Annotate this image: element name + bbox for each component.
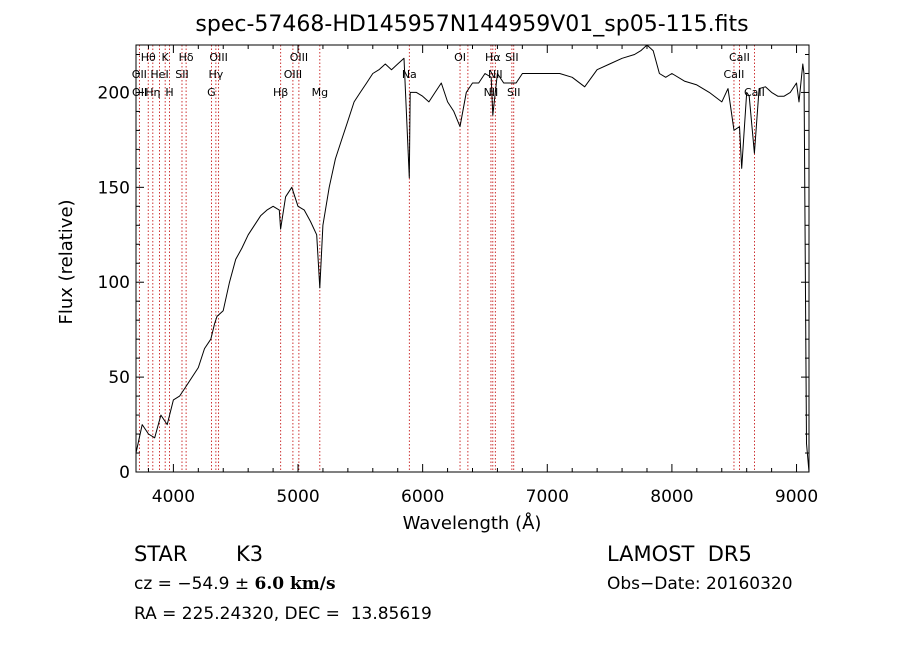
y-tick-label: 150 [98,178,130,198]
y-tick-label: 200 [98,83,130,103]
redshift-velocity: cz = −54.9 ± 6.0 km/s [134,574,336,594]
line-label: Hδ [179,51,194,64]
line-label: OII [132,68,147,81]
spectrum-line [135,44,810,473]
line-label: CaII [724,68,745,81]
x-tick-label: 6000 [401,487,444,507]
line-label: SII [175,68,188,81]
y-tick-label: 0 [119,463,130,483]
chart-title: spec-57468-HD145957N144959V01_sp05-115.f… [195,12,748,37]
y-axis-label: Flux (relative) [56,199,77,324]
cz-value: cz = −54.9 ± [134,574,255,594]
plot-frame [135,44,810,473]
x-tick-label: 9000 [775,487,818,507]
y-tick-label: 100 [98,273,130,293]
x-tick-label: 7000 [526,487,569,507]
x-tick-label: 5000 [276,487,319,507]
line-label: Hγ [208,68,223,81]
spectral-subclass: K3 [236,542,264,566]
line-label: NII [488,68,503,81]
observation-date: Obs−Date: 20160320 [607,574,793,594]
line-label: OI [454,51,466,64]
spectral-line-markers [138,45,755,472]
line-label: Na [402,68,417,81]
x-tick-label: 4000 [152,487,195,507]
line-label: SII [507,86,520,99]
survey-name: LAMOST DR5 [607,542,752,566]
line-label: CaII [729,51,750,64]
y-axis-ticks: 0 50 100 150 200 [98,53,809,483]
line-label: OIII [284,68,302,81]
x-axis-label: Wavelength (Å) [403,512,542,534]
cz-error: 6.0 km/s [254,574,336,594]
x-tick-label: 8000 [650,487,693,507]
line-label: H [165,86,173,99]
line-label: OIII [290,51,308,64]
line-label: SII [505,51,518,64]
line-label: Hβ [273,86,288,99]
y-tick-label: 50 [108,368,130,388]
coordinates: RA = 225.24320, DEC = 13.85619 [134,604,432,624]
line-label: Hη [145,86,160,99]
line-label: K [162,51,170,64]
line-label: Hθ [141,51,156,64]
object-class: STAR [134,542,188,566]
line-label: HeI [150,68,168,81]
x-axis-ticks: 4000 5000 6000 7000 8000 9000 [147,45,818,507]
line-label: G [207,86,216,99]
line-label: Hα [485,51,501,64]
line-label: OIII [209,51,227,64]
line-label: Mg [312,86,328,99]
